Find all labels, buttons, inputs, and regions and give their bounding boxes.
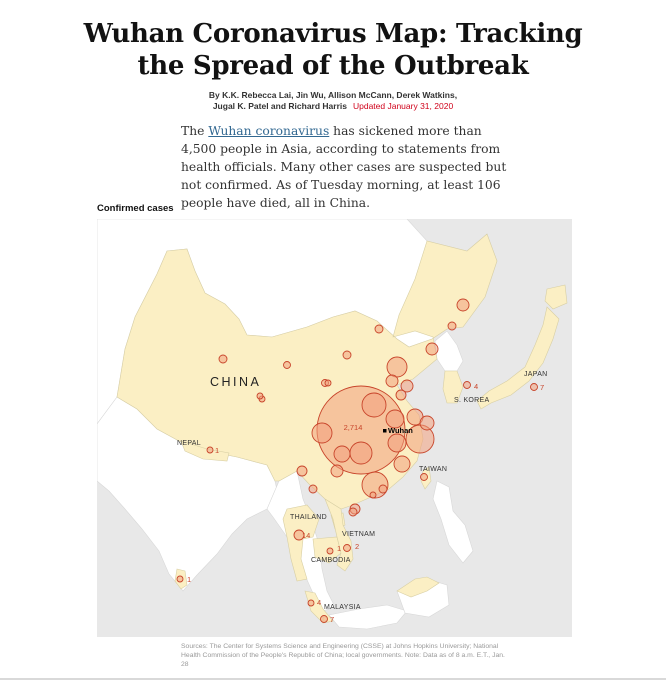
count-cambodia: 1: [337, 544, 341, 553]
source-note: Sources: The Center for Systems Science …: [181, 643, 505, 668]
bubble-fujian[interactable]: [393, 455, 411, 473]
land-vietnam: [324, 498, 354, 572]
bubble-gansu[interactable]: [283, 361, 291, 369]
intro-text-start: The: [181, 124, 209, 138]
bubble-xinjiang[interactable]: [218, 354, 228, 364]
byline: By K.K. Rebecca Lai, Jin Wu, Allison McC…: [0, 90, 666, 112]
count-thailand: 14: [302, 531, 310, 540]
count-malaysia-north: 4: [317, 598, 321, 607]
map-label: Confirmed cases: [97, 203, 174, 214]
count-malaysia-south: 7: [330, 615, 334, 624]
bubble-chongqing[interactable]: [311, 422, 333, 444]
land-malaysia-borneo: [396, 576, 440, 598]
intro-paragraph: The Wuhan coronavirus has sickened more …: [181, 122, 511, 212]
bubble-south-korea[interactable]: [463, 381, 471, 389]
bubble-inner-mongolia[interactable]: [374, 324, 384, 334]
label-china: CHINA: [210, 375, 261, 389]
bubble-shaanxi[interactable]: [385, 374, 399, 388]
intro-text-end: has sickened more than 4,500 people in A…: [181, 124, 507, 210]
bubble-yunnan[interactable]: [296, 465, 308, 477]
bubble-shanxi[interactable]: [342, 350, 352, 360]
bubble-shandong[interactable]: [386, 356, 408, 378]
bubble-guizhou[interactable]: [308, 484, 318, 494]
bubble-philippines[interactable]: [348, 507, 358, 517]
bubble-hebei[interactable]: [395, 389, 407, 401]
land-philippines: [432, 480, 474, 564]
label-nepal: NEPAL: [177, 440, 201, 447]
bubble-henan[interactable]: [361, 392, 387, 418]
byline-line-1: By K.K. Rebecca Lai, Jin Wu, Allison McC…: [208, 90, 458, 100]
bubble-sri-lanka[interactable]: [176, 575, 184, 583]
land-indonesia: [328, 604, 408, 630]
land-japan: [476, 306, 560, 410]
bubble-jilin[interactable]: [447, 321, 457, 331]
label-thailand: THAILAND: [290, 514, 327, 521]
label-japan: JAPAN: [524, 371, 548, 378]
byline-line-2: Jugal K. Patel and Richard Harris Updated…: [0, 101, 666, 112]
bubble-taiwan[interactable]: [420, 473, 428, 481]
bubble-beijing[interactable]: [400, 379, 414, 393]
bubble-tianjin[interactable]: [324, 379, 332, 387]
bubble-malaysia-south[interactable]: [320, 615, 328, 623]
bubble-vietnam[interactable]: [343, 544, 351, 552]
bubble-nepal[interactable]: [206, 446, 214, 454]
count-sri-lanka: 1: [187, 575, 191, 584]
label-cambodia: CAMBODIA: [311, 557, 351, 564]
count-vietnam: 2: [355, 542, 359, 551]
land-thailand: [282, 504, 320, 582]
count-wuhan: 2,714: [344, 423, 363, 432]
land-south-korea: [442, 370, 464, 404]
land-malaysia: [304, 590, 334, 624]
headline: Wuhan Coronavirus Map: Tracking the Spre…: [0, 18, 666, 82]
land-north-korea: [434, 330, 464, 372]
bubble-xizang[interactable]: [256, 392, 264, 400]
bubble-hong-kong[interactable]: [378, 484, 388, 494]
bubble-japan[interactable]: [530, 383, 538, 391]
land-hokkaido: [544, 284, 568, 310]
count-japan: 7: [540, 383, 544, 392]
count-south-korea: 4: [474, 382, 478, 391]
bubble-jiangxi[interactable]: [387, 433, 407, 453]
map-container[interactable]: Wuhan 2,714 CHINA JAPAN S. KOREA NEPAL T…: [97, 219, 572, 637]
bubble-cambodia[interactable]: [326, 547, 334, 555]
bubble-liaoning[interactable]: [425, 342, 439, 356]
label-malaysia: MALAYSIA: [324, 604, 361, 611]
count-nepal: 1: [215, 446, 219, 455]
label-taiwan: TAIWAN: [419, 466, 447, 473]
bubble-malaysia-north[interactable]: [307, 599, 315, 607]
case-bubbles: [176, 298, 538, 623]
wuhan-marker: [383, 429, 387, 433]
label-south-korea: S. KOREA: [454, 397, 489, 404]
bottom-divider: [0, 678, 666, 680]
headline-line-2: the Spread of the Outbreak: [137, 51, 529, 81]
updated-date: Updated January 31, 2020: [352, 101, 454, 111]
bubble-anhui[interactable]: [385, 409, 405, 429]
label-vietnam: VIETNAM: [342, 531, 375, 538]
map-svg[interactable]: Wuhan 2,714 CHINA JAPAN S. KOREA NEPAL T…: [97, 219, 572, 637]
bubble-thailand[interactable]: [293, 529, 305, 541]
bubble-sichuan[interactable]: [333, 445, 351, 463]
bubble-shanghai[interactable]: [419, 415, 435, 431]
wuhan-label: Wuhan: [388, 426, 413, 435]
bubble-macau[interactable]: [369, 491, 377, 499]
headline-line-1: Wuhan Coronavirus Map: Tracking: [83, 19, 583, 49]
bubble-hunan[interactable]: [349, 441, 373, 465]
wuhan-coronavirus-link[interactable]: Wuhan coronavirus: [208, 124, 330, 138]
bubble-heilongjiang[interactable]: [456, 298, 470, 312]
bubble-guangxi[interactable]: [330, 464, 344, 478]
byline-authors-2: Jugal K. Patel and Richard Harris: [212, 101, 347, 111]
